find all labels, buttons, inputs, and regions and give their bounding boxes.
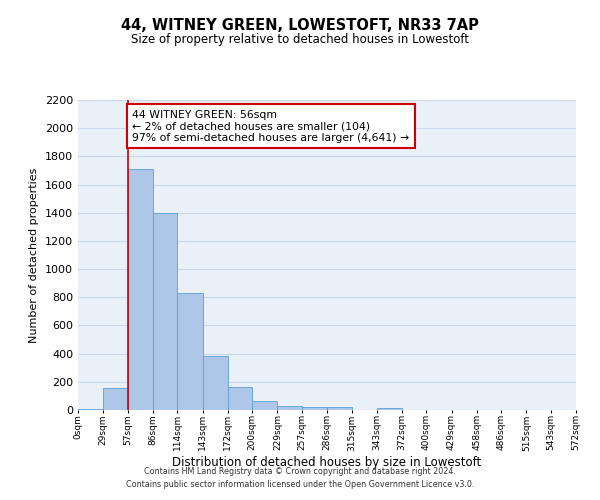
Text: 44, WITNEY GREEN, LOWESTOFT, NR33 7AP: 44, WITNEY GREEN, LOWESTOFT, NR33 7AP [121, 18, 479, 32]
Bar [277, 406, 302, 410]
Bar [78, 408, 103, 410]
Text: 44 WITNEY GREEN: 56sqm
← 2% of detached houses are smaller (104)
97% of semi-det: 44 WITNEY GREEN: 56sqm ← 2% of detached … [132, 110, 409, 143]
Text: Size of property relative to detached houses in Lowestoft: Size of property relative to detached ho… [131, 32, 469, 46]
X-axis label: Distribution of detached houses by size in Lowestoft: Distribution of detached houses by size … [172, 456, 482, 469]
Y-axis label: Number of detached properties: Number of detached properties [29, 168, 40, 342]
Bar [203, 356, 228, 410]
Bar [252, 401, 277, 410]
Bar [177, 293, 203, 410]
Bar [377, 408, 402, 410]
Text: Contains HM Land Registry data © Crown copyright and database right 2024.: Contains HM Land Registry data © Crown c… [144, 467, 456, 476]
Bar [103, 388, 128, 410]
Bar [327, 407, 352, 410]
Text: Contains public sector information licensed under the Open Government Licence v3: Contains public sector information licen… [126, 480, 474, 489]
Bar [228, 387, 252, 410]
Bar [153, 214, 177, 410]
Bar [128, 169, 153, 410]
Bar [302, 407, 327, 410]
